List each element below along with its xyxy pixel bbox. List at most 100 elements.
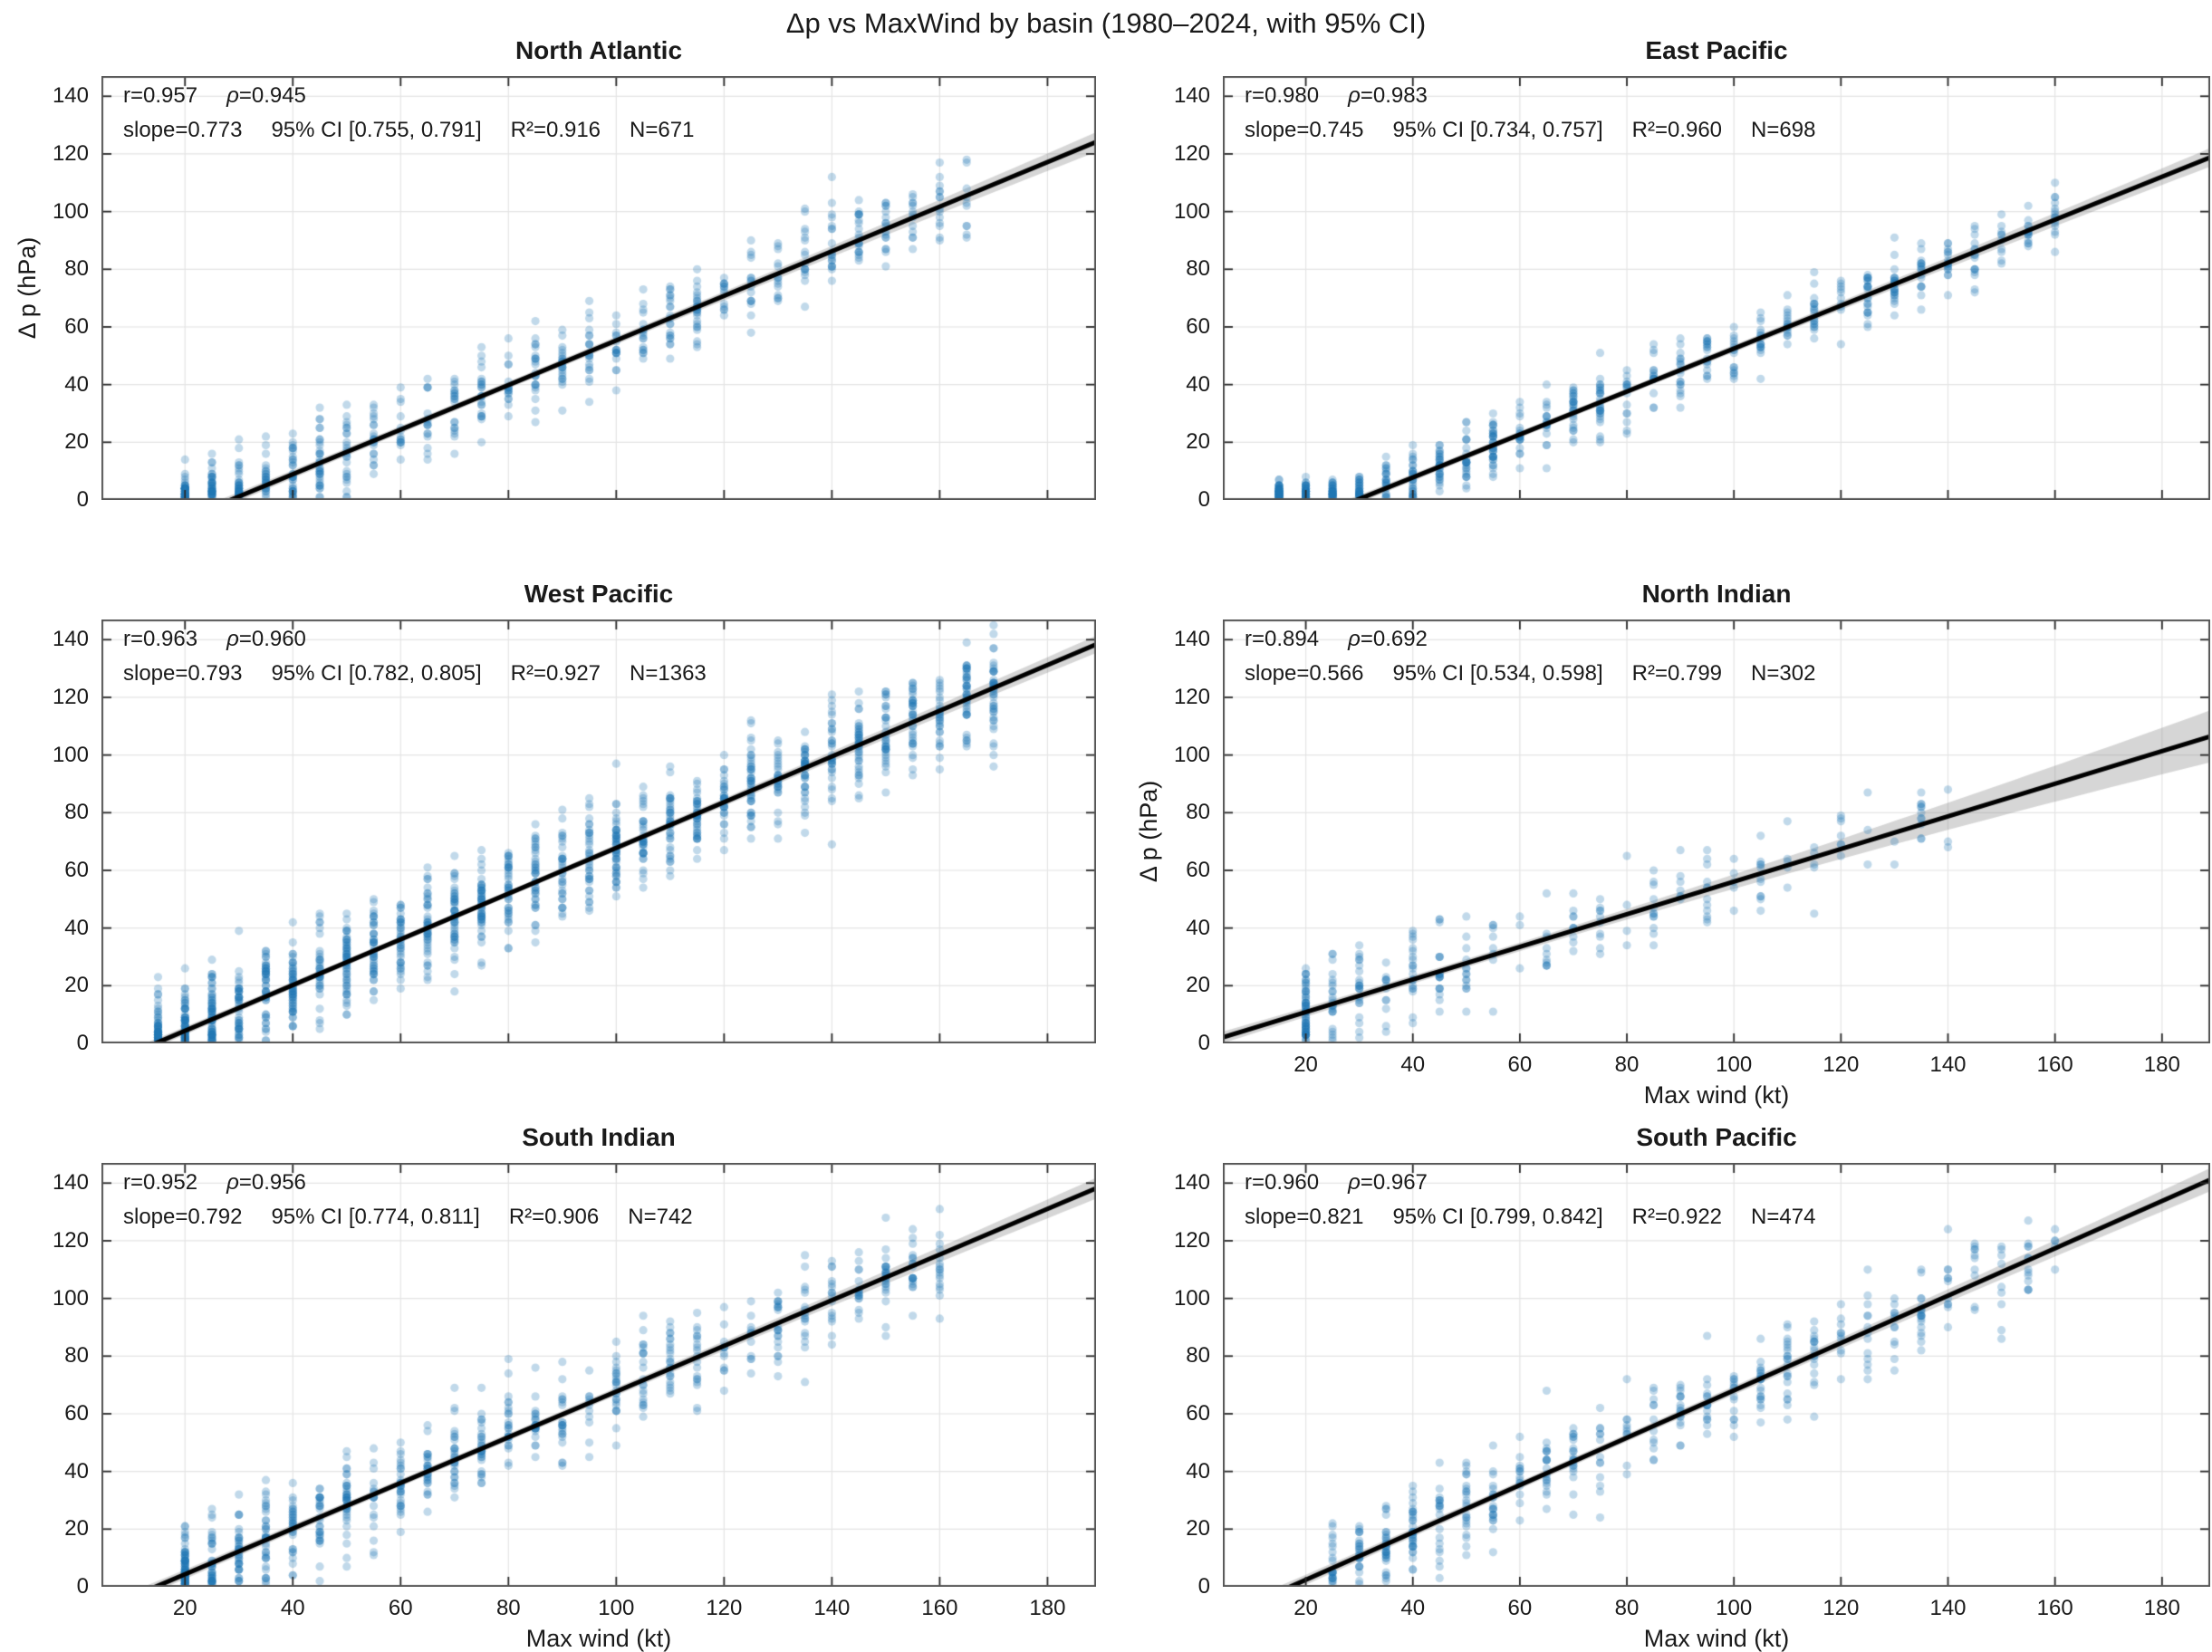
stat-r2: R²=0.927 <box>510 661 601 686</box>
stat-r2: R²=0.916 <box>510 118 601 142</box>
y-tick-label: 100 <box>52 1285 89 1311</box>
y-tick-label: 0 <box>1197 487 1210 512</box>
y-tick-label: 60 <box>64 1400 89 1426</box>
stat-r: r=0.894 <box>1245 627 1320 651</box>
stat-n: N=474 <box>1751 1205 1816 1229</box>
x-tick-label: 60 <box>388 1596 413 1620</box>
stat-rho: ρ=0.945 <box>226 83 306 108</box>
stat-r: r=0.952 <box>123 1170 198 1195</box>
subplot-title: North Atlantic <box>515 36 683 64</box>
stats-line-2: slope=0.793 95% CI [0.782, 0.805] R²=0.927… <box>123 661 707 687</box>
y-tick-label: 20 <box>1186 1516 1210 1542</box>
y-tick-label: 100 <box>52 198 89 224</box>
y-tick-label: 20 <box>1186 973 1210 998</box>
y-tick-label: 0 <box>76 1031 89 1055</box>
y-tick-label: 20 <box>64 429 89 455</box>
x-axis-tick-labels: 20 40 60 80 100 120 140 160 180 <box>1223 1163 2210 1620</box>
stats-line-2: slope=0.745 95% CI [0.734, 0.757] R²=0.960… <box>1245 118 1815 143</box>
y-tick-label: 20 <box>64 1516 89 1542</box>
x-tick-label: 40 <box>1400 1596 1426 1620</box>
y-tick-label: 120 <box>1173 140 1210 166</box>
subplot-north-indian: North Indian r=0.894 ρ=0.692 slope=0.566 9… <box>1135 580 2210 1108</box>
x-tick-label: 20 <box>1294 1052 1318 1077</box>
y-tick-label: 60 <box>1186 857 1210 882</box>
stat-r2: R²=0.799 <box>1631 661 1723 686</box>
x-tick-label: 140 <box>813 1596 851 1620</box>
stats-line-1: r=0.963 ρ=0.960 <box>123 627 306 652</box>
stat-slope: slope=0.745 <box>1245 118 1364 142</box>
y-tick-label: 80 <box>1186 800 1210 825</box>
stats-line-2: slope=0.792 95% CI [0.774, 0.811] R²=0.906… <box>123 1205 693 1230</box>
x-tick-label: 60 <box>1507 1596 1533 1620</box>
scatter-plot-canvas <box>1223 1163 2210 1587</box>
y-tick-label: 60 <box>1186 313 1210 339</box>
y-tick-label: 40 <box>64 915 89 940</box>
x-tick-label: 180 <box>2143 1596 2180 1620</box>
y-axis-tick-labels: 0 20 40 60 80 100 120 140 <box>1174 1163 2210 1599</box>
subplot-west-pacific: West Pacific r=0.963 ρ=0.960 slope=0.793 9… <box>53 580 1096 1055</box>
scatter-plot-canvas <box>1223 620 2210 1043</box>
x-tick-label: 120 <box>706 1596 743 1620</box>
y-tick-label: 140 <box>52 1170 89 1196</box>
y-tick-label: 140 <box>1173 627 1210 652</box>
stat-ci: 95% CI [0.734, 0.757] <box>1392 118 1603 142</box>
x-tick-label: 20 <box>172 1596 197 1620</box>
x-tick-label: 20 <box>1294 1596 1318 1620</box>
stats-line-1: r=0.980 ρ=0.983 <box>1245 83 1428 109</box>
x-tick-label: 60 <box>1507 1052 1533 1077</box>
stat-n: N=698 <box>1751 118 1816 142</box>
subplot-title: South Pacific <box>1636 1123 1797 1151</box>
stat-ci: 95% CI [0.534, 0.598] <box>1392 661 1603 686</box>
y-tick-label: 40 <box>64 1458 89 1484</box>
stat-n: N=1363 <box>630 661 707 686</box>
x-tick-label: 160 <box>2036 1052 2073 1077</box>
y-tick-label: 100 <box>52 742 89 767</box>
stat-slope: slope=0.792 <box>123 1205 243 1229</box>
stat-ci: 95% CI [0.799, 0.842] <box>1392 1205 1603 1229</box>
y-tick-label: 40 <box>64 371 89 397</box>
y-axis-tick-labels: 0 20 40 60 80 100 120 140 <box>53 620 1096 1055</box>
x-axis-tick-labels: 20 40 60 80 100 120 140 160 180 <box>1223 620 2210 1077</box>
y-tick-label: 140 <box>1173 83 1210 109</box>
x-tick-label: 100 <box>598 1596 635 1620</box>
y-tick-label: 100 <box>1173 198 1210 224</box>
stat-slope: slope=0.821 <box>1245 1205 1364 1229</box>
scatter-plot-canvas <box>101 76 1096 500</box>
y-tick-label: 0 <box>1197 1031 1210 1055</box>
stat-slope: slope=0.566 <box>1245 661 1364 686</box>
x-tick-label: 140 <box>1929 1052 1967 1077</box>
x-tick-label: 180 <box>2143 1052 2180 1077</box>
stat-n: N=302 <box>1751 661 1816 686</box>
y-tick-label: 20 <box>1186 429 1210 455</box>
y-tick-label: 80 <box>1186 1343 1210 1369</box>
y-tick-label: 40 <box>1186 371 1210 397</box>
stat-r: r=0.980 <box>1245 83 1320 108</box>
stat-ci: 95% CI [0.755, 0.791] <box>271 118 482 142</box>
x-tick-label: 100 <box>1716 1596 1753 1620</box>
y-tick-label: 100 <box>1173 1285 1210 1311</box>
y-tick-label: 60 <box>64 857 89 882</box>
y-axis-tick-labels: 0 20 40 60 80 100 120 140 <box>1174 620 2210 1055</box>
y-tick-label: 120 <box>52 684 89 709</box>
stat-r: r=0.960 <box>1245 1170 1320 1195</box>
y-tick-label: 80 <box>64 800 89 825</box>
stat-r2: R²=0.922 <box>1631 1205 1723 1229</box>
stat-rho: ρ=0.967 <box>1348 1170 1428 1195</box>
y-tick-label: 0 <box>1197 1574 1210 1599</box>
y-tick-label: 20 <box>64 973 89 998</box>
y-tick-label: 140 <box>52 83 89 109</box>
y-tick-label: 120 <box>52 1227 89 1253</box>
stat-r2: R²=0.960 <box>1631 118 1723 142</box>
stat-rho: ρ=0.983 <box>1348 83 1428 108</box>
x-tick-label: 120 <box>1822 1596 1860 1620</box>
stat-n: N=671 <box>630 118 695 142</box>
subplot-title: North Indian <box>1641 580 1792 608</box>
stats-line-1: r=0.952 ρ=0.956 <box>123 1170 306 1196</box>
stat-r: r=0.963 <box>123 627 198 651</box>
x-tick-label: 140 <box>1929 1596 1967 1620</box>
stat-ci: 95% CI [0.774, 0.811] <box>271 1205 480 1229</box>
y-tick-label: 60 <box>64 313 89 339</box>
y-tick-label: 80 <box>1186 256 1210 282</box>
x-tick-label: 180 <box>1029 1596 1066 1620</box>
